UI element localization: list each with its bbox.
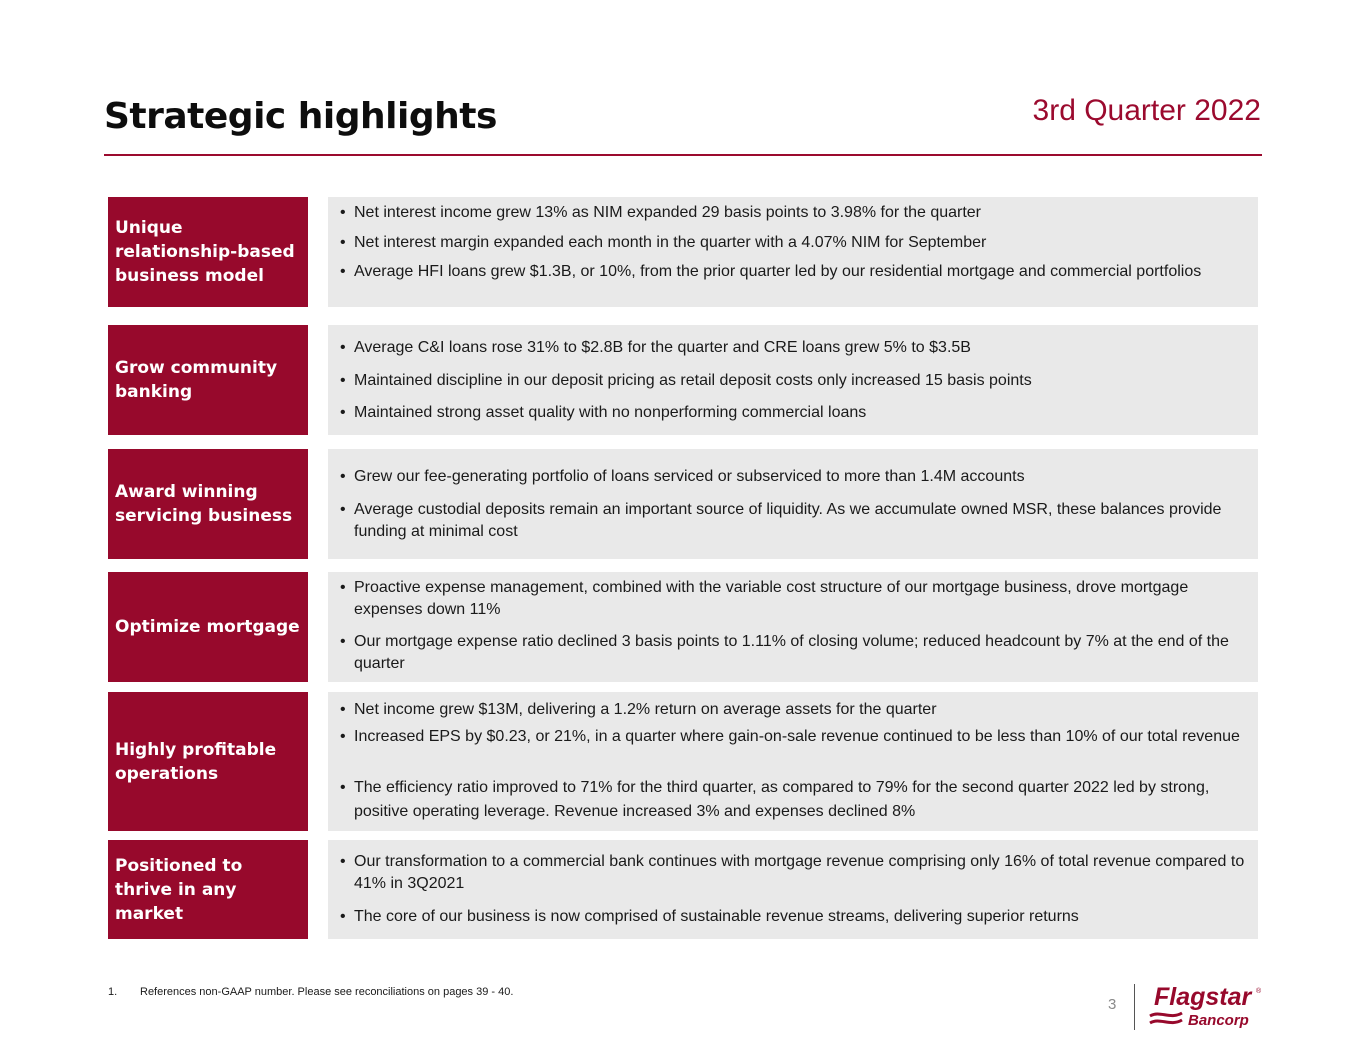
bullet-item: The efficiency ratio improved to 71% for… — [340, 776, 1254, 824]
bullet-item: Our mortgage expense ratio declined 3 ba… — [340, 631, 1254, 675]
footer-divider — [1134, 984, 1135, 1030]
bullet-item: Average C&I loans rose 31% to $2.8B for … — [340, 337, 1254, 359]
footnote-number: 1. — [108, 986, 118, 998]
bullet-item: Average custodial deposits remain an imp… — [340, 499, 1254, 543]
highlight-label: Unique relationship-based business model — [108, 197, 308, 307]
page-number: 3 — [1108, 996, 1117, 1013]
quarter-label: 3rd Quarter 2022 — [1032, 94, 1261, 127]
logo-sub: Bancorp — [1188, 1012, 1249, 1029]
bullet-item: Increased EPS by $0.23, or 21%, in a qua… — [340, 726, 1254, 748]
highlight-row: Unique relationship-based business model… — [108, 197, 1258, 307]
highlight-row: Optimize mortgage Proactive expense mana… — [108, 572, 1258, 682]
flagstar-logo: Flagstar ® Bancorp — [1148, 980, 1268, 1032]
bullet-item: Net interest income grew 13% as NIM expa… — [340, 202, 1254, 224]
bullet-item: Net income grew $13M, delivering a 1.2% … — [340, 699, 1254, 721]
highlight-label: Optimize mortgage — [108, 572, 308, 682]
highlight-row: Grow community banking Average C&I loans… — [108, 325, 1258, 435]
highlight-content: Net income grew $13M, delivering a 1.2% … — [328, 692, 1258, 831]
bullet-item: Average HFI loans grew $1.3B, or 10%, fr… — [340, 262, 1254, 282]
highlight-content: Net interest income grew 13% as NIM expa… — [328, 197, 1258, 307]
highlight-content: Grew our fee-generating portfolio of loa… — [328, 449, 1258, 559]
logo-mark: ® — [1256, 987, 1262, 995]
flag-logo-icon: Flagstar ® Bancorp — [1149, 983, 1262, 1029]
bullet-item: Grew our fee-generating portfolio of loa… — [340, 466, 1254, 488]
bullet-item: The core of our business is now comprise… — [340, 906, 1254, 928]
footnote-text: References non-GAAP number. Please see r… — [140, 986, 514, 998]
footnote: 1. References non-GAAP number. Please see… — [108, 986, 513, 998]
highlight-row: Positioned to thrive in any market Our t… — [108, 840, 1258, 939]
bullet-item: Maintained strong asset quality with no … — [340, 402, 1254, 424]
bullet-item: Our transformation to a commercial bank … — [340, 851, 1254, 895]
highlight-label: Positioned to thrive in any market — [108, 840, 308, 939]
bullet-item: Maintained discipline in our deposit pri… — [340, 370, 1254, 392]
highlight-content: Average C&I loans rose 31% to $2.8B for … — [328, 325, 1258, 435]
bullet-item: Proactive expense management, combined w… — [340, 577, 1254, 621]
highlight-label: Award winning servicing business — [108, 449, 308, 559]
highlight-row: Award winning servicing business Grew ou… — [108, 449, 1258, 559]
highlight-content: Proactive expense management, combined w… — [328, 572, 1258, 682]
highlight-content: Our transformation to a commercial bank … — [328, 840, 1258, 939]
highlight-label: Highly profitable operations — [108, 692, 308, 831]
highlight-label: Grow community banking — [108, 325, 308, 435]
title-divider — [104, 154, 1262, 156]
page-title: Strategic highlights — [104, 96, 497, 137]
highlight-row: Highly profitable operations Net income … — [108, 692, 1258, 831]
bullet-item: Net interest margin expanded each month … — [340, 232, 1254, 254]
logo-name: Flagstar — [1154, 983, 1253, 1011]
